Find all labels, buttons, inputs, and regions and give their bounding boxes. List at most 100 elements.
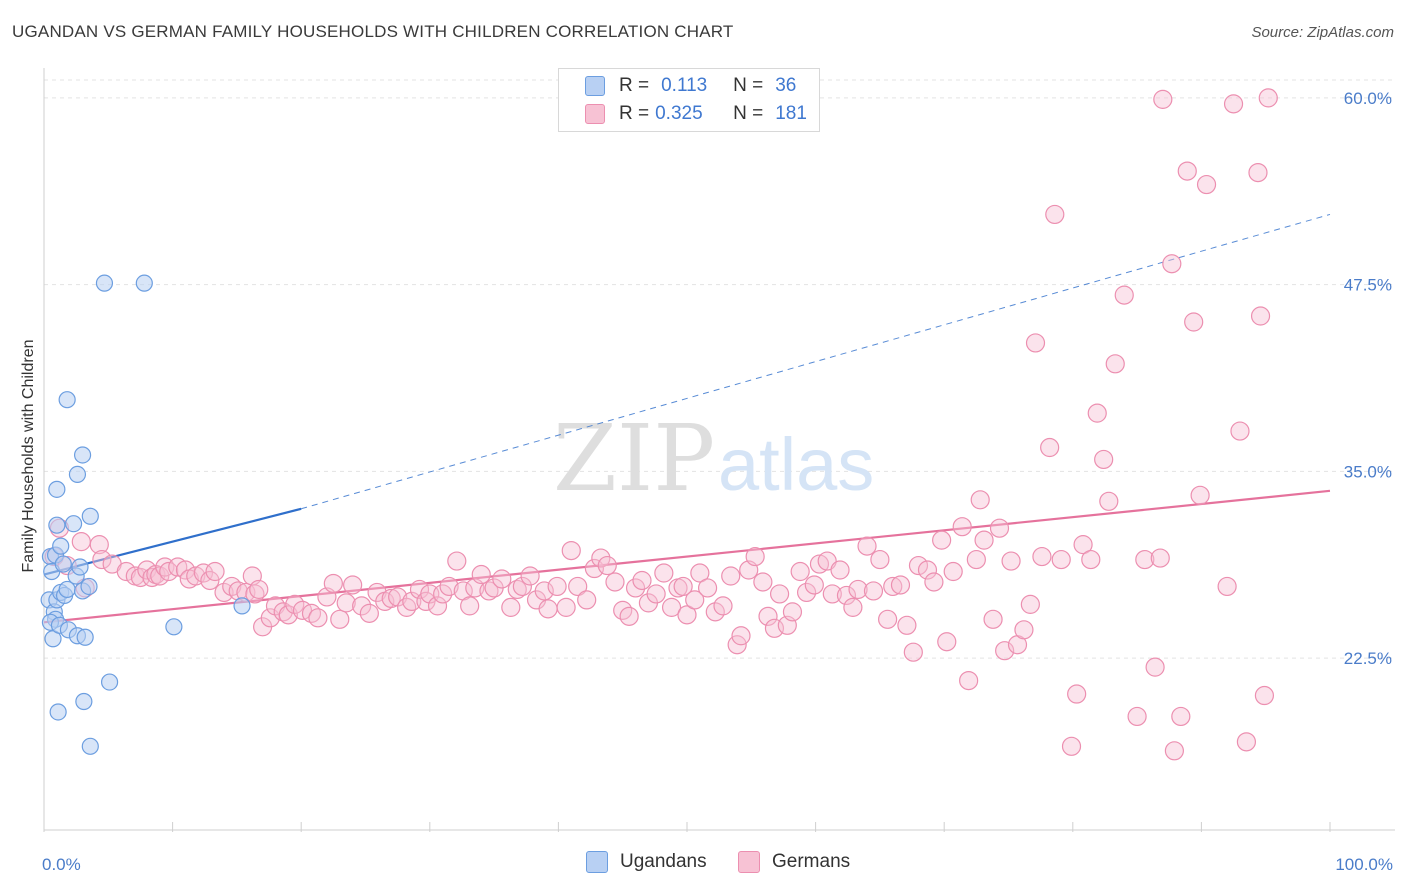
legend-r-label: R =: [619, 75, 650, 96]
german-point: [597, 555, 617, 576]
ugandan-point: [48, 516, 66, 534]
source-label: Source: ZipAtlas.com: [1251, 24, 1394, 41]
german-point: [330, 609, 350, 629]
german-point: [130, 567, 151, 588]
german-point: [769, 584, 790, 604]
german-point: [214, 582, 234, 603]
ugandan-point: [135, 274, 153, 292]
german-point: [512, 576, 532, 597]
legend-swatch-germans: [585, 104, 605, 124]
german-point: [983, 609, 1003, 629]
y-axis-title: Family Households with Children: [20, 340, 37, 573]
german-point: [1250, 306, 1271, 326]
german-point: [796, 582, 817, 603]
ugandan-point: [100, 673, 119, 691]
german-point: [439, 576, 459, 597]
german-point: [397, 597, 417, 617]
german-point: [713, 596, 733, 616]
ugandan-point: [58, 391, 76, 409]
german-point: [952, 517, 972, 537]
german-point: [883, 576, 903, 597]
legend-r-value: 0.113: [661, 75, 708, 96]
german-point: [1248, 162, 1268, 183]
x-tick-label: 0.0%: [42, 855, 81, 874]
german-point: [690, 563, 710, 583]
german-point: [731, 626, 751, 646]
legend-swatch-ugandans: [585, 76, 605, 96]
german-point: [249, 579, 269, 600]
y-tick-label: 22.5%: [1344, 649, 1392, 668]
german-point: [1150, 548, 1170, 568]
series-legend-germans[interactable]: Germans: [738, 851, 850, 873]
german-point: [661, 597, 682, 617]
german-point: [1045, 204, 1065, 225]
german-point: [1217, 576, 1237, 597]
german-point: [790, 561, 810, 582]
german-point: [685, 590, 705, 610]
german-point: [804, 575, 824, 595]
ugandan-point: [80, 577, 98, 596]
ugandans-points: [40, 274, 251, 755]
german-point: [1223, 94, 1244, 114]
legend-n-label: N =: [733, 103, 764, 124]
german-point: [427, 596, 448, 616]
german-point: [937, 632, 957, 652]
german-point: [830, 560, 850, 580]
german-point: [1184, 312, 1204, 332]
german-point: [605, 572, 625, 592]
german-point: [433, 584, 453, 604]
german-point: [352, 596, 372, 616]
german-point: [1164, 741, 1184, 761]
german-point: [150, 566, 170, 586]
german-point: [447, 551, 467, 571]
german-point: [568, 576, 588, 597]
german-point: [1153, 89, 1173, 109]
german-point: [1114, 285, 1134, 305]
german-point: [336, 593, 356, 613]
german-point: [705, 602, 725, 622]
german-point: [308, 608, 328, 628]
german-point: [520, 566, 540, 586]
german-point: [908, 555, 929, 576]
german-point: [591, 548, 611, 568]
german-point: [1020, 594, 1040, 614]
german-point: [1230, 421, 1250, 441]
y-tick-label: 47.5%: [1344, 276, 1392, 295]
chart-title: UGANDAN VS GERMAN FAMILY HOUSEHOLDS WITH…: [12, 22, 734, 41]
german-point: [1001, 551, 1021, 571]
german-point: [843, 597, 863, 617]
x-tick-label: 100.0%: [1335, 855, 1393, 874]
german-point: [492, 569, 512, 589]
series-legend-ugandans[interactable]: Ugandans: [586, 851, 707, 873]
german-point: [577, 590, 597, 610]
series-label-germans: Germans: [772, 851, 851, 872]
correlation-legend: R = 0.113 N = 36 R = 0.325 N = 181: [558, 68, 820, 132]
german-point: [1177, 161, 1197, 181]
ugandan-point: [73, 446, 92, 464]
german-point: [1040, 437, 1060, 458]
german-point: [1099, 491, 1119, 511]
german-point: [1087, 403, 1107, 423]
german-point: [1073, 535, 1093, 555]
series-legend: Ugandans Germans: [0, 851, 1406, 877]
ugandan-point: [49, 703, 67, 721]
german-point: [200, 570, 220, 591]
y-tick-label: 35.0%: [1344, 462, 1392, 481]
german-point: [878, 609, 898, 629]
german-point: [697, 578, 718, 598]
german-point: [1025, 333, 1046, 353]
german-point: [1032, 546, 1052, 567]
german-point: [89, 535, 109, 555]
german-point: [534, 581, 554, 601]
german-point: [168, 557, 188, 577]
german-point: [974, 530, 994, 550]
german-point: [654, 563, 674, 583]
german-point: [1051, 549, 1071, 570]
german-point: [924, 572, 944, 592]
german-point: [1145, 657, 1165, 677]
german-point: [758, 606, 778, 626]
series-swatch-germans: [738, 851, 760, 873]
ugandan-point: [81, 507, 99, 525]
german-point: [471, 564, 491, 585]
german-point: [863, 581, 884, 601]
